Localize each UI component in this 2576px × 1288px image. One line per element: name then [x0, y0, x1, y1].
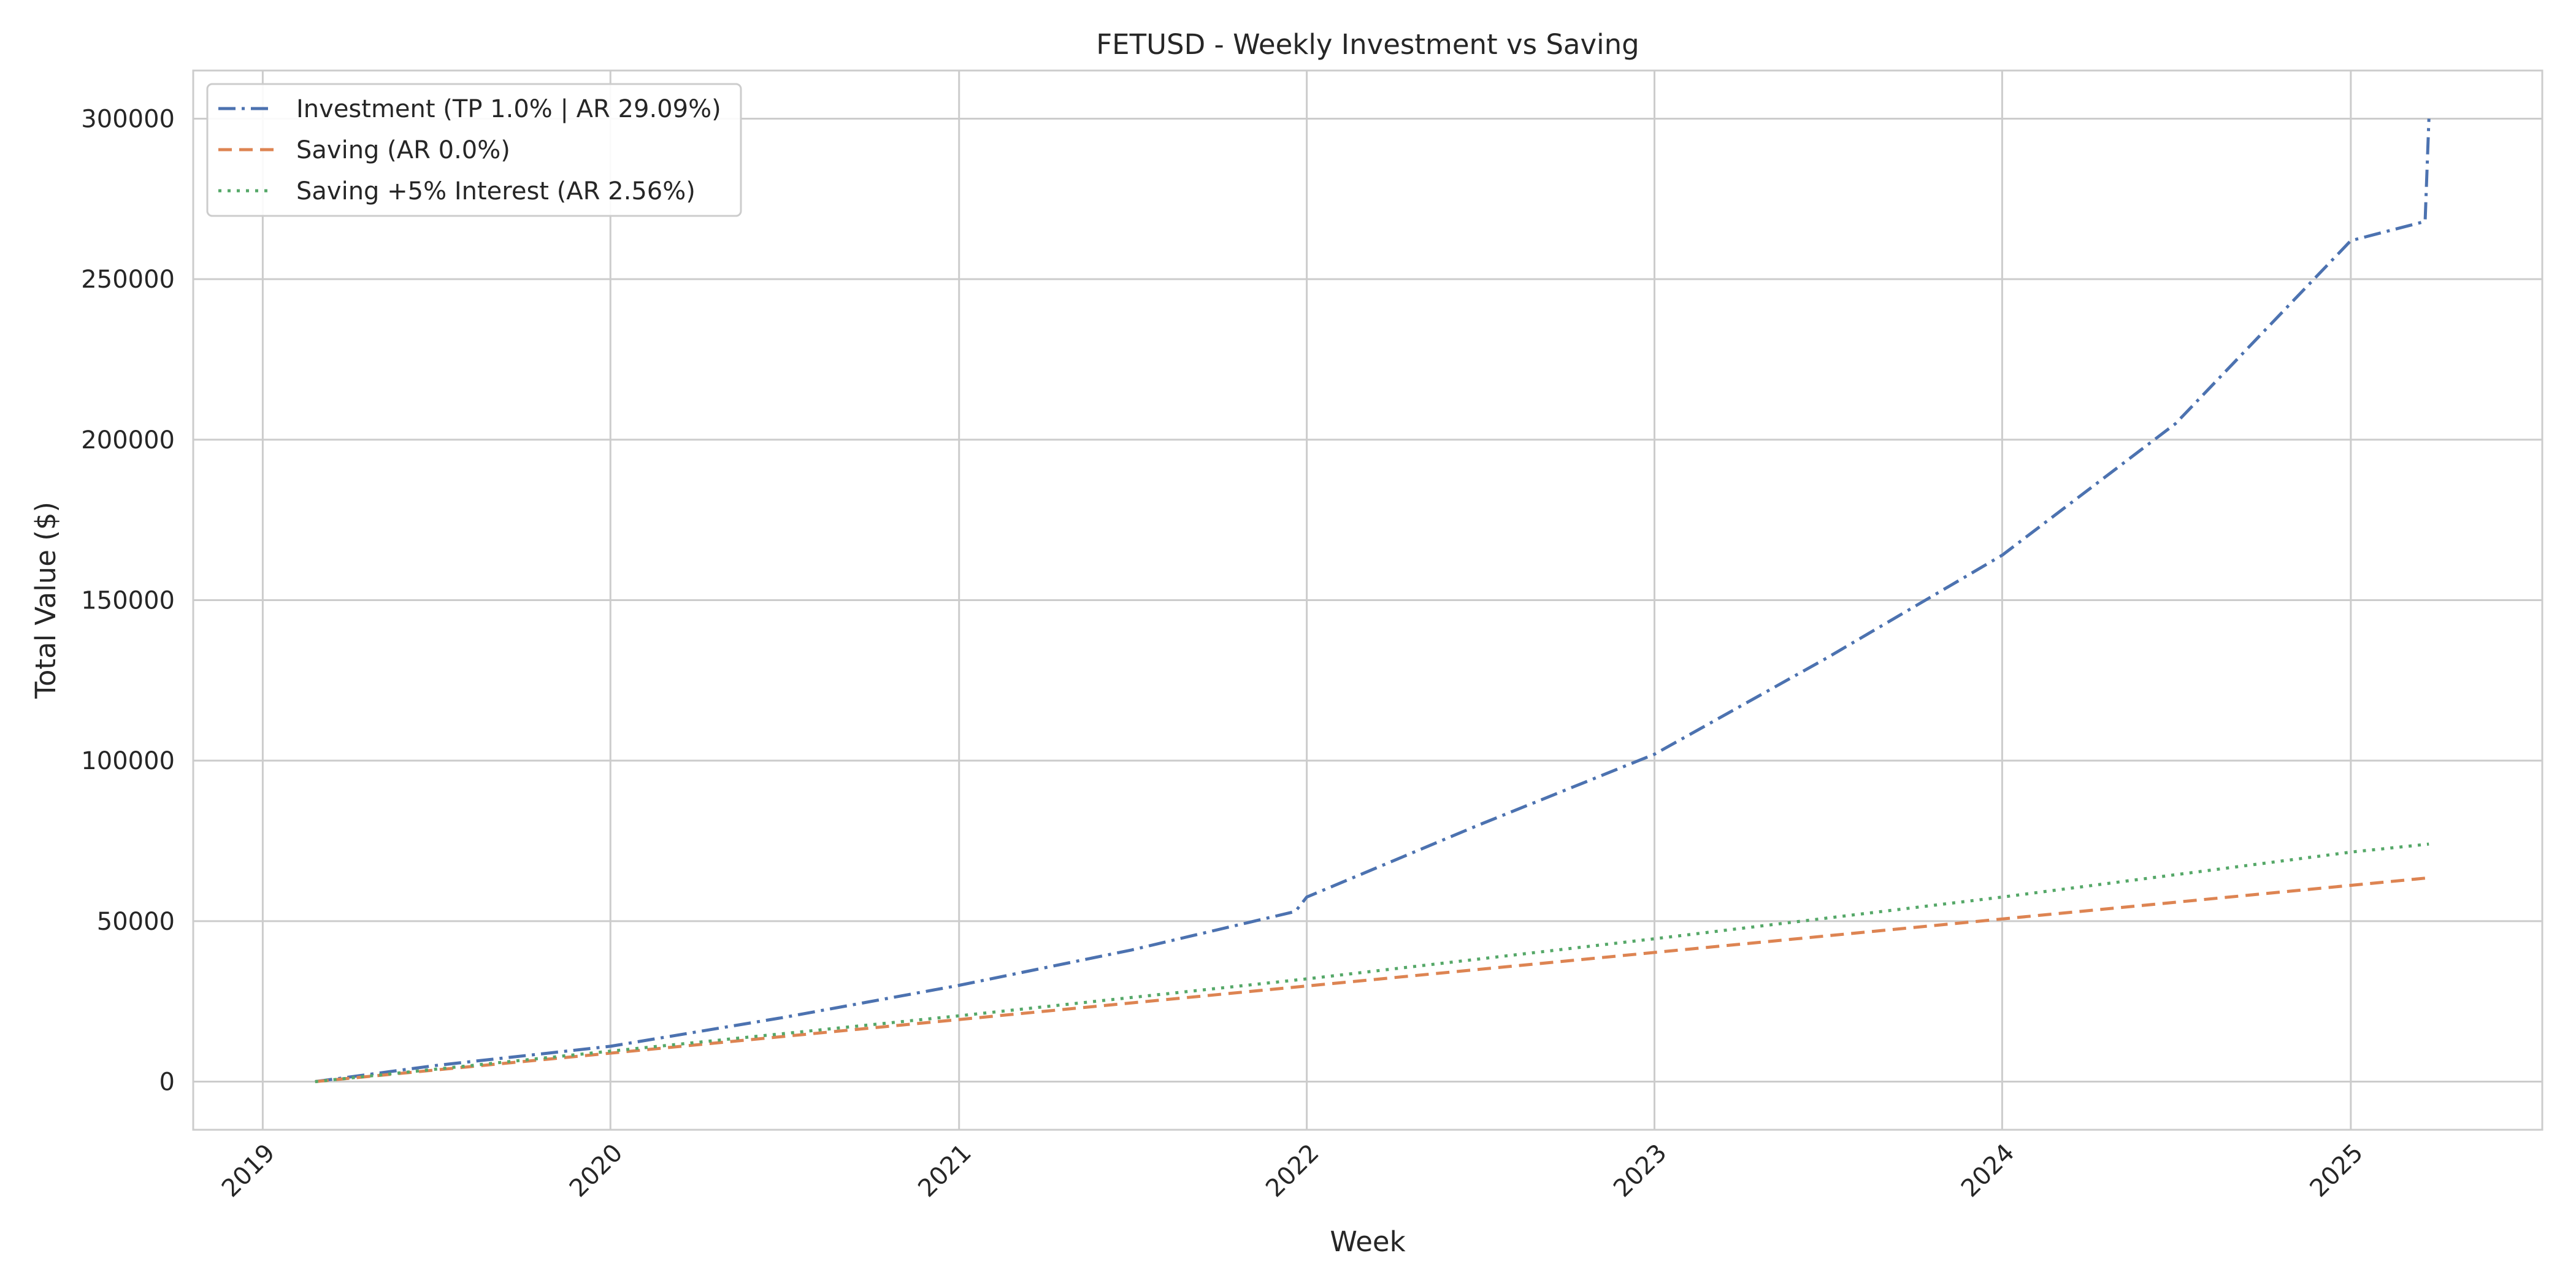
- legend-box: [206, 83, 742, 217]
- y-axis-ticks: 0 50000 100000 150000 200000 250000 300000: [81, 105, 175, 1097]
- x-tick-label: 2024: [1956, 1139, 2020, 1203]
- x-tick-label: 2020: [564, 1139, 629, 1203]
- y-tick-label: 100000: [81, 747, 175, 775]
- grid: [193, 71, 2542, 1130]
- y-tick-label: 0: [159, 1068, 175, 1097]
- y-tick-label: 300000: [81, 105, 175, 134]
- y-tick-label: 200000: [81, 426, 175, 454]
- series-line-0: [315, 118, 2431, 1083]
- x-axis-label: Week: [1330, 1225, 1405, 1258]
- x-tick-label: 2023: [1608, 1139, 1673, 1203]
- y-tick-label: 250000: [81, 266, 175, 294]
- legend-label-0: Investment (TP 1.0% | AR 29.09%): [296, 95, 721, 123]
- legend-label-1: Saving (AR 0.0%): [296, 136, 510, 164]
- x-tick-label: 2022: [1260, 1139, 1325, 1203]
- plot-frame: [192, 69, 2543, 1131]
- x-tick-label: 2025: [2304, 1139, 2369, 1203]
- y-tick-label: 150000: [81, 587, 175, 615]
- series-layer: [315, 118, 2431, 1083]
- x-tick-label: 2021: [913, 1139, 977, 1203]
- series-line-1: [315, 876, 2429, 1083]
- series-line-2: [315, 842, 2429, 1083]
- chart-title: FETUSD - Weekly Investment vs Saving: [1096, 28, 1639, 61]
- legend: Investment (TP 1.0% | AR 29.09%) Saving (…: [206, 83, 742, 217]
- y-tick-label: 50000: [97, 908, 175, 936]
- x-axis-ticks: 2019 2020 2021 2022 2023 2024 2025: [217, 1139, 2369, 1203]
- y-axis-label: Total Value ($): [29, 502, 62, 699]
- x-tick-label: 2019: [217, 1139, 281, 1203]
- legend-label-2: Saving +5% Interest (AR 2.56%): [296, 177, 696, 205]
